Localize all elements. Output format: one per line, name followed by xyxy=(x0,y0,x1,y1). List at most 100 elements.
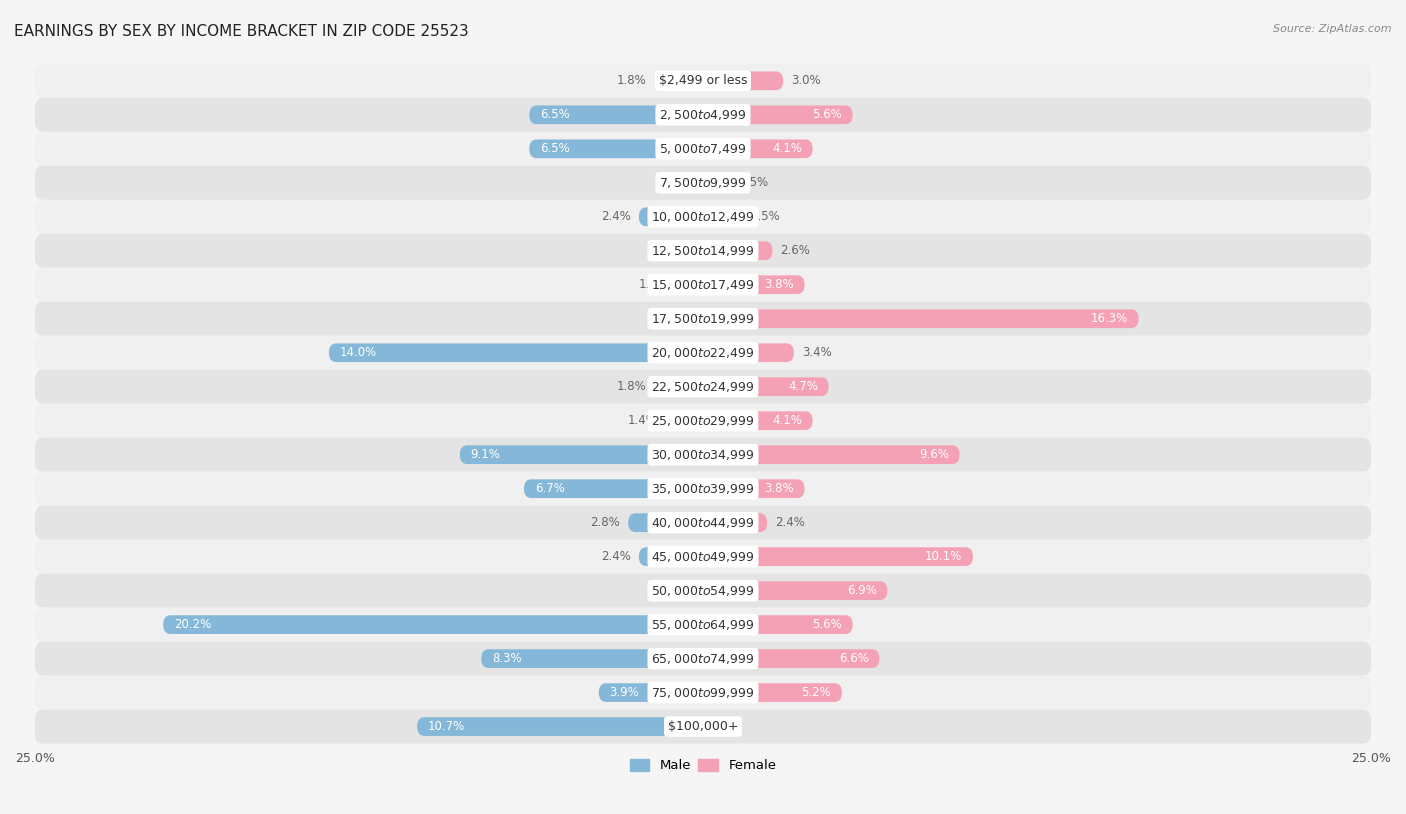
Text: 8.3%: 8.3% xyxy=(492,652,522,665)
Text: 4.1%: 4.1% xyxy=(772,414,801,427)
Text: $75,000 to $99,999: $75,000 to $99,999 xyxy=(651,685,755,699)
FancyBboxPatch shape xyxy=(703,547,973,566)
Text: 16.3%: 16.3% xyxy=(1091,313,1128,326)
Text: 4.7%: 4.7% xyxy=(787,380,818,393)
Text: $10,000 to $12,499: $10,000 to $12,499 xyxy=(651,210,755,224)
FancyBboxPatch shape xyxy=(703,411,813,430)
Text: 4.1%: 4.1% xyxy=(772,142,801,155)
FancyBboxPatch shape xyxy=(35,199,1371,234)
Text: 0.0%: 0.0% xyxy=(665,177,695,190)
Text: 2.4%: 2.4% xyxy=(775,516,806,529)
FancyBboxPatch shape xyxy=(676,275,703,294)
Text: 0.0%: 0.0% xyxy=(711,720,741,733)
Text: 1.4%: 1.4% xyxy=(627,414,658,427)
Text: 1.8%: 1.8% xyxy=(617,74,647,87)
FancyBboxPatch shape xyxy=(35,438,1371,471)
Text: $5,000 to $7,499: $5,000 to $7,499 xyxy=(659,142,747,155)
FancyBboxPatch shape xyxy=(524,479,703,498)
FancyBboxPatch shape xyxy=(35,404,1371,438)
FancyBboxPatch shape xyxy=(638,547,703,566)
FancyBboxPatch shape xyxy=(665,411,703,430)
Text: 2.8%: 2.8% xyxy=(591,516,620,529)
Text: 9.6%: 9.6% xyxy=(920,449,949,462)
Text: 3.8%: 3.8% xyxy=(765,278,794,291)
FancyBboxPatch shape xyxy=(35,641,1371,676)
FancyBboxPatch shape xyxy=(460,445,703,464)
FancyBboxPatch shape xyxy=(35,710,1371,743)
FancyBboxPatch shape xyxy=(703,615,852,634)
Text: 10.7%: 10.7% xyxy=(427,720,465,733)
Text: 1.8%: 1.8% xyxy=(617,380,647,393)
Text: 5.2%: 5.2% xyxy=(801,686,831,699)
Text: $45,000 to $49,999: $45,000 to $49,999 xyxy=(651,549,755,563)
Text: EARNINGS BY SEX BY INCOME BRACKET IN ZIP CODE 25523: EARNINGS BY SEX BY INCOME BRACKET IN ZIP… xyxy=(14,24,468,39)
Text: 14.0%: 14.0% xyxy=(340,346,377,359)
FancyBboxPatch shape xyxy=(35,607,1371,641)
FancyBboxPatch shape xyxy=(703,208,744,226)
FancyBboxPatch shape xyxy=(703,275,804,294)
FancyBboxPatch shape xyxy=(655,378,703,396)
FancyBboxPatch shape xyxy=(703,173,723,192)
Text: 5.6%: 5.6% xyxy=(813,108,842,121)
FancyBboxPatch shape xyxy=(35,302,1371,335)
Text: $55,000 to $64,999: $55,000 to $64,999 xyxy=(651,618,755,632)
Text: 9.1%: 9.1% xyxy=(471,449,501,462)
FancyBboxPatch shape xyxy=(703,581,887,600)
FancyBboxPatch shape xyxy=(703,650,879,668)
Text: 6.6%: 6.6% xyxy=(839,652,869,665)
FancyBboxPatch shape xyxy=(35,370,1371,404)
Text: 20.2%: 20.2% xyxy=(174,618,211,631)
Text: $22,500 to $24,999: $22,500 to $24,999 xyxy=(651,379,755,394)
FancyBboxPatch shape xyxy=(35,335,1371,370)
Text: 3.9%: 3.9% xyxy=(609,686,640,699)
Text: 6.5%: 6.5% xyxy=(540,108,569,121)
Text: $25,000 to $29,999: $25,000 to $29,999 xyxy=(651,414,755,427)
FancyBboxPatch shape xyxy=(655,72,703,90)
Text: $2,499 or less: $2,499 or less xyxy=(659,74,747,87)
FancyBboxPatch shape xyxy=(692,581,703,600)
FancyBboxPatch shape xyxy=(418,717,703,736)
Text: 3.8%: 3.8% xyxy=(765,482,794,495)
Text: 3.4%: 3.4% xyxy=(801,346,831,359)
FancyBboxPatch shape xyxy=(703,242,772,260)
FancyBboxPatch shape xyxy=(703,378,828,396)
Text: 1.5%: 1.5% xyxy=(751,210,780,223)
Legend: Male, Female: Male, Female xyxy=(624,754,782,777)
Text: $100,000+: $100,000+ xyxy=(668,720,738,733)
FancyBboxPatch shape xyxy=(35,234,1371,268)
FancyBboxPatch shape xyxy=(703,479,804,498)
FancyBboxPatch shape xyxy=(35,63,1371,98)
Text: $2,500 to $4,999: $2,500 to $4,999 xyxy=(659,107,747,122)
FancyBboxPatch shape xyxy=(703,106,852,125)
Text: 0.0%: 0.0% xyxy=(665,313,695,326)
FancyBboxPatch shape xyxy=(35,471,1371,505)
FancyBboxPatch shape xyxy=(481,650,703,668)
FancyBboxPatch shape xyxy=(703,139,813,158)
Text: 6.7%: 6.7% xyxy=(534,482,565,495)
Text: 2.4%: 2.4% xyxy=(600,550,631,563)
Text: 10.1%: 10.1% xyxy=(925,550,962,563)
FancyBboxPatch shape xyxy=(638,208,703,226)
FancyBboxPatch shape xyxy=(529,106,703,125)
Text: $35,000 to $39,999: $35,000 to $39,999 xyxy=(651,482,755,496)
FancyBboxPatch shape xyxy=(703,344,794,362)
FancyBboxPatch shape xyxy=(35,132,1371,166)
Text: 0.4%: 0.4% xyxy=(655,584,685,597)
FancyBboxPatch shape xyxy=(599,683,703,702)
FancyBboxPatch shape xyxy=(703,514,768,532)
FancyBboxPatch shape xyxy=(35,268,1371,302)
Text: $40,000 to $44,999: $40,000 to $44,999 xyxy=(651,515,755,530)
FancyBboxPatch shape xyxy=(35,505,1371,540)
FancyBboxPatch shape xyxy=(628,514,703,532)
Text: 1.0%: 1.0% xyxy=(638,278,668,291)
Text: $30,000 to $34,999: $30,000 to $34,999 xyxy=(651,448,755,462)
Text: 6.5%: 6.5% xyxy=(540,142,569,155)
Text: 2.4%: 2.4% xyxy=(600,210,631,223)
FancyBboxPatch shape xyxy=(703,72,783,90)
Text: 5.6%: 5.6% xyxy=(813,618,842,631)
FancyBboxPatch shape xyxy=(35,166,1371,199)
FancyBboxPatch shape xyxy=(703,309,1139,328)
Text: 0.0%: 0.0% xyxy=(665,244,695,257)
FancyBboxPatch shape xyxy=(529,139,703,158)
Text: 0.75%: 0.75% xyxy=(731,177,768,190)
